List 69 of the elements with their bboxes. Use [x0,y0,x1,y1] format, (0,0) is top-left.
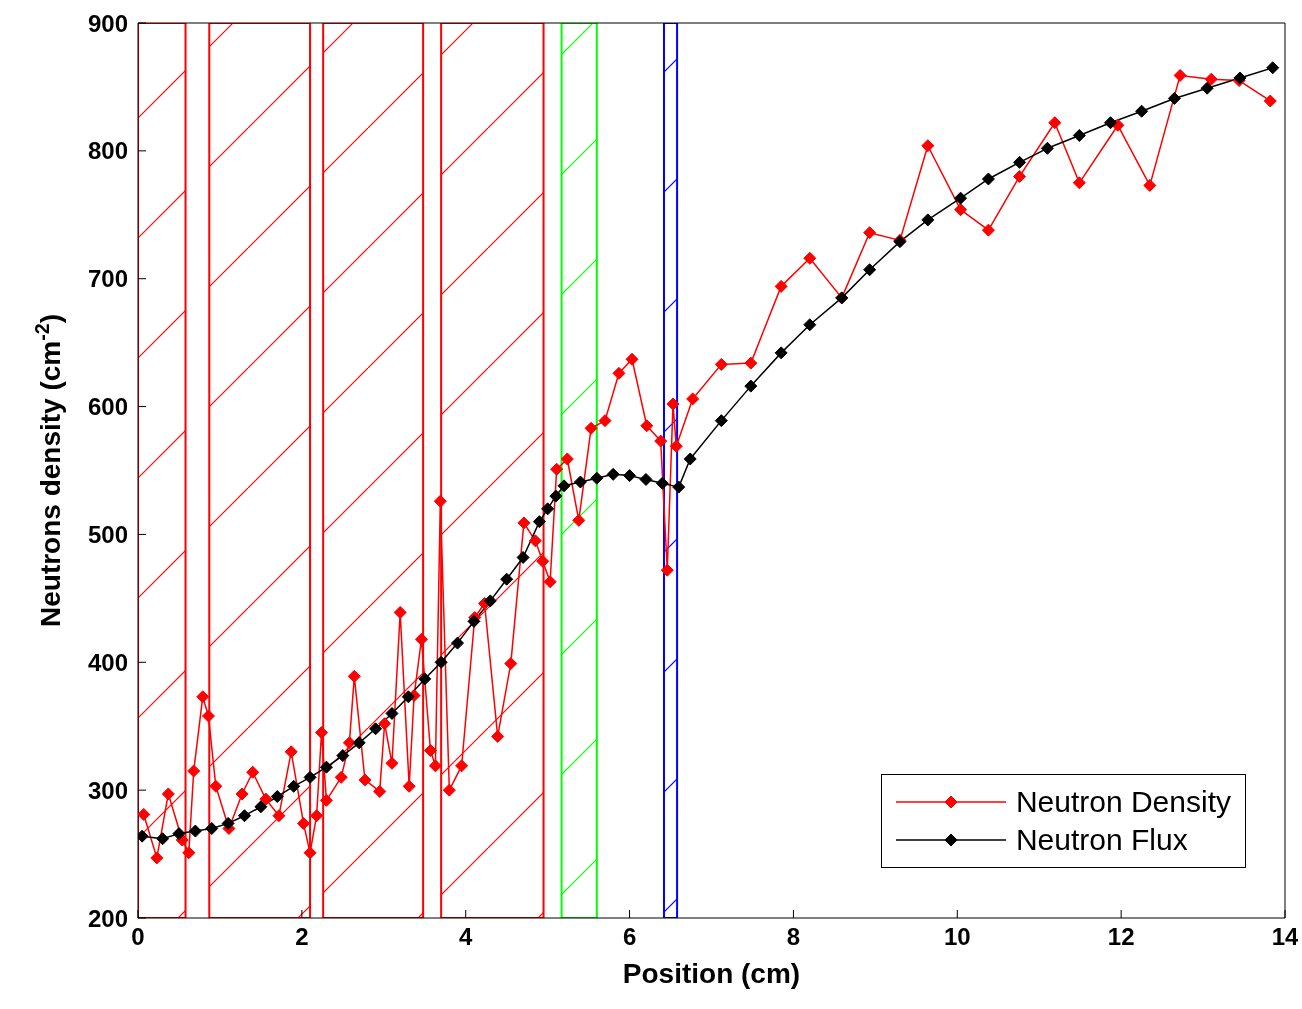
point [683,452,697,466]
point [557,479,571,493]
point [590,471,604,485]
point [1103,116,1117,130]
point [500,572,514,586]
y-tick-label: 600 [87,393,128,421]
point [385,706,399,720]
x-tick-label: 10 [943,923,971,951]
point [483,594,497,608]
point [254,800,268,814]
point [744,379,758,393]
point [532,515,546,529]
y-tick-label: 400 [87,648,128,676]
point [549,489,563,503]
x-tick-label: 4 [459,923,474,951]
x-tick-label: 12 [1107,923,1135,951]
x-tick-label: 0 [131,923,145,951]
point [287,779,301,793]
point [921,213,935,227]
y-tick-label: 300 [87,776,128,804]
point [221,816,235,830]
point [655,476,669,490]
y-tick-label: 900 [87,9,128,37]
point [672,480,686,494]
point [803,318,817,332]
x-axis-title: Position (cm) [622,958,801,989]
point [573,475,587,489]
point [172,827,186,841]
y-tick-label: 500 [87,520,128,548]
x-tick-label: 8 [786,923,801,951]
point [352,736,366,750]
point [1135,104,1149,118]
point [1167,91,1181,105]
point [1040,141,1054,155]
legend-label: Neutron Density [1015,785,1231,819]
point [451,636,465,650]
point [981,172,995,186]
point [434,655,448,669]
point [418,672,432,686]
x-tick-label: 2 [295,923,309,951]
point [303,770,317,784]
point [270,790,284,804]
point [541,502,555,516]
point [516,550,530,564]
point [401,690,415,704]
point [238,809,252,823]
point [336,749,350,763]
point [205,822,219,835]
point [623,469,637,483]
point [954,191,968,205]
point [156,832,170,846]
y-tick-label: 200 [87,904,128,932]
point [863,263,877,277]
y-tick-label: 800 [87,137,128,165]
point [1013,155,1027,169]
point [319,760,333,774]
point [774,346,788,360]
point [1266,61,1280,75]
point [714,414,728,428]
x-tick-label: 14 [1271,923,1299,951]
point [639,472,653,486]
x-tick-label: 6 [622,923,637,951]
point [606,467,620,481]
legend-label: Neutron Flux [1015,823,1188,857]
point [369,722,383,736]
point [188,824,202,838]
y-tick-label: 700 [87,265,128,293]
point [1072,129,1086,143]
point [1200,81,1214,95]
